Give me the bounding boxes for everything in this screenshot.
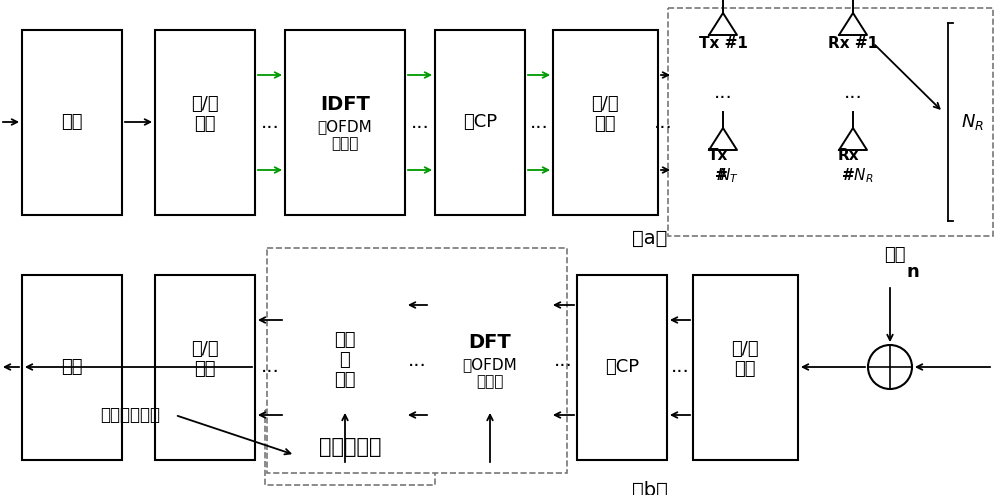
Text: ...: ...: [530, 112, 548, 132]
Text: 噪声: 噪声: [884, 246, 906, 264]
Text: n: n: [907, 263, 919, 281]
Bar: [267, 248, 567, 473]
Text: 解调: 解调: [61, 358, 83, 376]
Text: 检测: 检测: [334, 371, 356, 389]
Bar: [668, 8, 993, 236]
Text: ...: ...: [408, 350, 426, 369]
Text: ...: ...: [654, 112, 672, 132]
Text: 测距与定位: 测距与定位: [319, 437, 381, 457]
Bar: [693, 275, 798, 460]
Text: 并/串
转换: 并/串 转换: [591, 95, 619, 133]
Text: 调制: 调制: [61, 113, 83, 131]
Text: （OFDM: （OFDM: [318, 119, 372, 135]
Text: 数据检测模块: 数据检测模块: [100, 406, 160, 424]
Bar: [285, 30, 405, 215]
Text: ...: ...: [554, 350, 572, 369]
Bar: [22, 30, 122, 215]
Bar: [155, 30, 255, 215]
Bar: [435, 30, 525, 215]
Text: （b）: （b）: [632, 481, 668, 495]
Text: Rx #1: Rx #1: [828, 36, 878, 50]
Text: 加CP: 加CP: [463, 113, 497, 131]
Text: ...: ...: [411, 112, 429, 132]
Text: Tx #1: Tx #1: [699, 36, 747, 50]
Text: IDFT: IDFT: [320, 95, 370, 113]
Bar: [577, 275, 667, 460]
Bar: [430, 255, 550, 465]
Text: $N_T$: $N_T$: [718, 167, 738, 185]
Text: Rx: Rx: [837, 148, 859, 163]
Text: 均衡: 均衡: [334, 331, 356, 349]
Text: ...: ...: [261, 357, 279, 377]
Bar: [155, 275, 255, 460]
Text: 调制）: 调制）: [331, 137, 359, 151]
Text: ...: ...: [261, 112, 279, 132]
Bar: [22, 275, 122, 460]
Bar: [285, 255, 405, 465]
Bar: [553, 30, 658, 215]
Text: Tx: Tx: [708, 148, 728, 163]
Text: DFT: DFT: [469, 333, 511, 351]
Text: ...: ...: [714, 84, 732, 102]
Text: 去CP: 去CP: [605, 358, 639, 376]
Text: （a）: （a）: [632, 229, 668, 248]
Text: 并/串
转换: 并/串 转换: [191, 340, 219, 378]
Text: #: #: [715, 168, 727, 184]
Text: ...: ...: [844, 84, 862, 102]
Text: 串/并
转换: 串/并 转换: [191, 95, 219, 133]
Bar: [265, 410, 435, 485]
Text: 串/并
转换: 串/并 转换: [731, 340, 759, 378]
Text: ...: ...: [671, 357, 689, 377]
Text: 与: 与: [340, 351, 350, 369]
Text: 解调）: 解调）: [476, 375, 504, 390]
Text: #$N_R$: #$N_R$: [841, 167, 873, 185]
Text: （OFDM: （OFDM: [463, 357, 517, 373]
Text: $N_R$: $N_R$: [961, 112, 985, 132]
